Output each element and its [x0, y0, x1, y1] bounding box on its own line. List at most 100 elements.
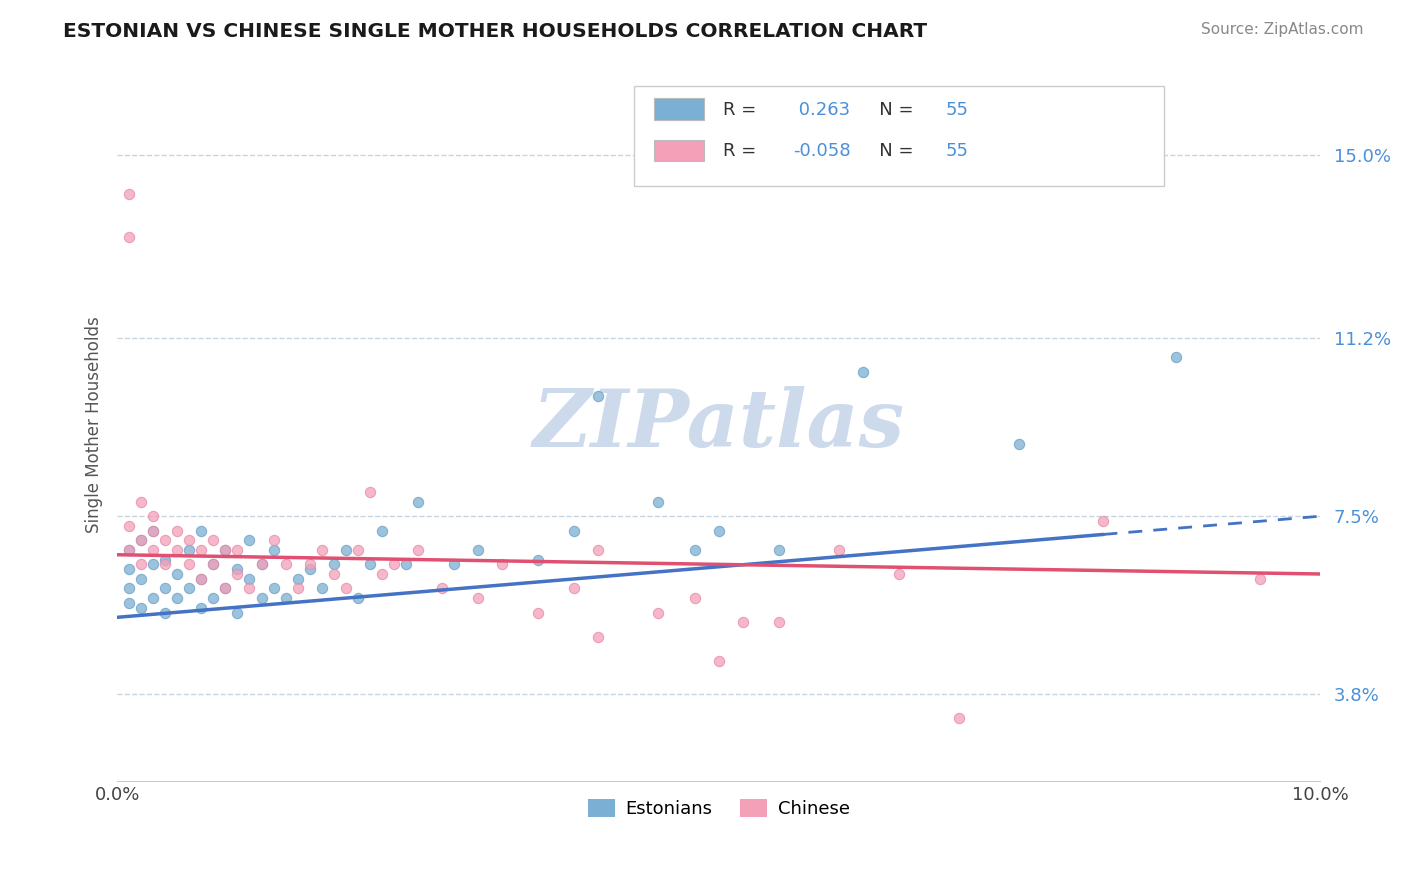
Point: [166, 591, 188, 605]
Point: [430, 582, 453, 596]
Point: [129, 558, 152, 572]
FancyBboxPatch shape: [654, 98, 704, 120]
Point: [731, 615, 754, 629]
Point: [828, 543, 851, 558]
Point: [406, 543, 429, 558]
Text: R =: R =: [724, 101, 762, 119]
Point: [129, 533, 152, 548]
Point: [274, 591, 297, 605]
Point: [588, 630, 610, 644]
Text: 55: 55: [946, 142, 969, 161]
Point: [155, 552, 177, 566]
Point: [166, 543, 188, 558]
Point: [527, 606, 550, 620]
Point: [118, 519, 141, 533]
Point: [707, 524, 730, 538]
Point: [142, 524, 165, 538]
Point: [683, 543, 706, 558]
Point: [190, 524, 212, 538]
Point: [359, 558, 381, 572]
Point: [202, 558, 225, 572]
Point: [491, 558, 513, 572]
Text: R =: R =: [724, 142, 762, 161]
Point: [322, 558, 344, 572]
Point: [322, 566, 344, 581]
Point: [129, 600, 152, 615]
Point: [887, 566, 910, 581]
Point: [142, 591, 165, 605]
Point: [647, 495, 669, 509]
Point: [443, 558, 465, 572]
Point: [214, 582, 236, 596]
Text: ESTONIAN VS CHINESE SINGLE MOTHER HOUSEHOLDS CORRELATION CHART: ESTONIAN VS CHINESE SINGLE MOTHER HOUSEH…: [63, 22, 928, 41]
Point: [287, 582, 309, 596]
Point: [142, 509, 165, 524]
Point: [129, 533, 152, 548]
Point: [118, 543, 141, 558]
Point: [118, 562, 141, 576]
Point: [346, 591, 368, 605]
Point: [190, 572, 212, 586]
Point: [214, 543, 236, 558]
Point: [1164, 351, 1187, 365]
Text: N =: N =: [862, 101, 920, 119]
Point: [214, 582, 236, 596]
Point: [263, 533, 285, 548]
Point: [166, 524, 188, 538]
Point: [311, 543, 333, 558]
Point: [562, 582, 585, 596]
Point: [263, 543, 285, 558]
Point: [226, 606, 249, 620]
Point: [226, 566, 249, 581]
Point: [359, 485, 381, 500]
Text: Source: ZipAtlas.com: Source: ZipAtlas.com: [1201, 22, 1364, 37]
Point: [382, 558, 405, 572]
Point: [287, 572, 309, 586]
Point: [467, 543, 489, 558]
Point: [190, 600, 212, 615]
Point: [202, 533, 225, 548]
Text: ZIPatlas: ZIPatlas: [533, 386, 904, 464]
Point: [768, 543, 790, 558]
Point: [406, 495, 429, 509]
Point: [238, 572, 260, 586]
Point: [129, 572, 152, 586]
Point: [852, 365, 875, 379]
Point: [274, 558, 297, 572]
Point: [683, 591, 706, 605]
Point: [1249, 572, 1271, 586]
Point: [118, 230, 141, 244]
Point: [142, 524, 165, 538]
Point: [142, 543, 165, 558]
Point: [948, 711, 970, 725]
Point: [707, 654, 730, 668]
Text: 55: 55: [946, 101, 969, 119]
Point: [588, 543, 610, 558]
Point: [647, 606, 669, 620]
Point: [250, 591, 273, 605]
Point: [238, 582, 260, 596]
Point: [190, 543, 212, 558]
Point: [190, 572, 212, 586]
Point: [214, 543, 236, 558]
Point: [166, 566, 188, 581]
Point: [226, 562, 249, 576]
Point: [371, 524, 394, 538]
Point: [179, 558, 201, 572]
Point: [346, 543, 368, 558]
Point: [311, 582, 333, 596]
Legend: Estonians, Chinese: Estonians, Chinese: [581, 791, 856, 825]
Point: [179, 533, 201, 548]
Point: [202, 591, 225, 605]
Point: [155, 606, 177, 620]
Point: [250, 558, 273, 572]
Point: [179, 582, 201, 596]
Point: [118, 186, 141, 201]
Point: [263, 582, 285, 596]
Point: [298, 562, 321, 576]
Point: [335, 543, 357, 558]
Point: [768, 615, 790, 629]
Point: [118, 582, 141, 596]
Point: [118, 596, 141, 610]
Point: [250, 558, 273, 572]
